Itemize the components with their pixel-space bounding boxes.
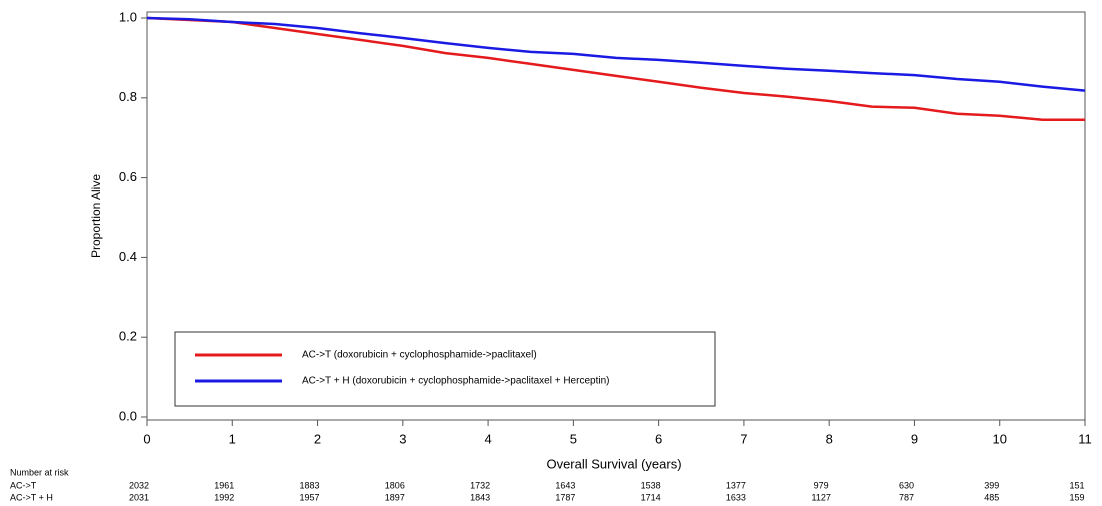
risk-count: 1883 bbox=[300, 480, 320, 490]
legend-box bbox=[174, 331, 716, 407]
risk-count: 979 bbox=[814, 480, 829, 490]
x-tick-label: 10 bbox=[992, 431, 1006, 446]
risk-row-label: AC->T + H bbox=[10, 492, 53, 502]
risk-count: 1714 bbox=[641, 492, 661, 502]
x-tick-label: 11 bbox=[1078, 431, 1092, 446]
risk-row-label: AC->T bbox=[10, 480, 37, 490]
x-tick-label: 6 bbox=[655, 431, 662, 446]
y-axis-label: Proportion Alive bbox=[89, 174, 103, 258]
risk-count: 1992 bbox=[214, 492, 234, 502]
x-tick-label: 8 bbox=[826, 431, 833, 446]
risk-count: 1538 bbox=[641, 480, 661, 490]
x-tick-label: 5 bbox=[570, 431, 577, 446]
y-tick-label: 0.8 bbox=[119, 89, 137, 104]
risk-count: 1787 bbox=[555, 492, 575, 502]
risk-count: 1806 bbox=[385, 480, 405, 490]
risk-count: 159 bbox=[1069, 492, 1084, 502]
risk-count: 1377 bbox=[726, 480, 746, 490]
x-tick-label: 9 bbox=[911, 431, 918, 446]
plot-frame bbox=[146, 11, 1086, 421]
risk-count: 2032 bbox=[129, 480, 149, 490]
risk-count: 1643 bbox=[555, 480, 575, 490]
risk-count: 630 bbox=[899, 480, 914, 490]
x-tick-label: 7 bbox=[740, 431, 747, 446]
risk-count: 485 bbox=[984, 492, 999, 502]
risk-count: 2031 bbox=[129, 492, 149, 502]
risk-count: 1843 bbox=[470, 492, 490, 502]
risk-count: 787 bbox=[899, 492, 914, 502]
risk-count: 1633 bbox=[726, 492, 746, 502]
x-tick-label: 2 bbox=[314, 431, 321, 446]
risk-count: 1732 bbox=[470, 480, 490, 490]
legend-label: AC->T + H (doxorubicin + cyclophosphamid… bbox=[302, 376, 609, 387]
legend-label: AC->T (doxorubicin + cyclophosphamide->p… bbox=[302, 350, 537, 361]
risk-count: 1957 bbox=[300, 492, 320, 502]
y-tick-label: 0.0 bbox=[119, 408, 137, 423]
x-tick-label: 0 bbox=[143, 431, 150, 446]
x-tick-label: 3 bbox=[399, 431, 406, 446]
risk-count: 1897 bbox=[385, 492, 405, 502]
risk-count: 1961 bbox=[214, 480, 234, 490]
y-tick-label: 1.0 bbox=[119, 9, 137, 24]
x-tick-label: 1 bbox=[229, 431, 236, 446]
survival-curve bbox=[146, 16, 1085, 121]
y-tick-label: 0.4 bbox=[119, 249, 137, 264]
x-axis-label: Overall Survival (years) bbox=[546, 456, 681, 471]
x-tick-label: 4 bbox=[484, 431, 491, 446]
risk-count: 1127 bbox=[812, 492, 831, 502]
y-tick-label: 0.6 bbox=[119, 169, 137, 184]
y-tick-label: 0.2 bbox=[119, 329, 137, 344]
risk-table-title: Number at risk bbox=[10, 467, 69, 477]
survival-curve bbox=[146, 16, 1086, 92]
risk-count: 151 bbox=[1069, 480, 1084, 490]
risk-count: 399 bbox=[984, 480, 999, 490]
